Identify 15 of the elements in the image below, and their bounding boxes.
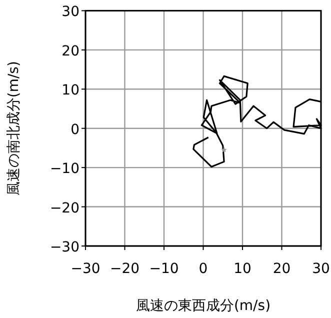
y-tick-label: −30: [50, 240, 80, 256]
y-tick-label: −10: [50, 161, 80, 178]
x-tick-label: 0: [198, 261, 208, 277]
x-tick-label: −10: [149, 261, 179, 277]
y-tick-label: 30: [62, 4, 80, 20]
y-tick-label: −20: [50, 200, 80, 216]
y-tick-label: 0: [70, 122, 80, 138]
x-tick-label: −20: [110, 261, 140, 277]
x-axis-title: 風速の東西成分(m/s): [136, 298, 271, 314]
y-axis-title: 風速の南北成分(m/s): [6, 61, 22, 196]
y-tick-label: 10: [62, 82, 80, 99]
x-tick-label: 10: [234, 261, 252, 277]
x-tick-label: 30: [312, 261, 330, 277]
x-tick-label: 20: [272, 261, 291, 277]
y-tick-label: 20: [62, 43, 80, 60]
